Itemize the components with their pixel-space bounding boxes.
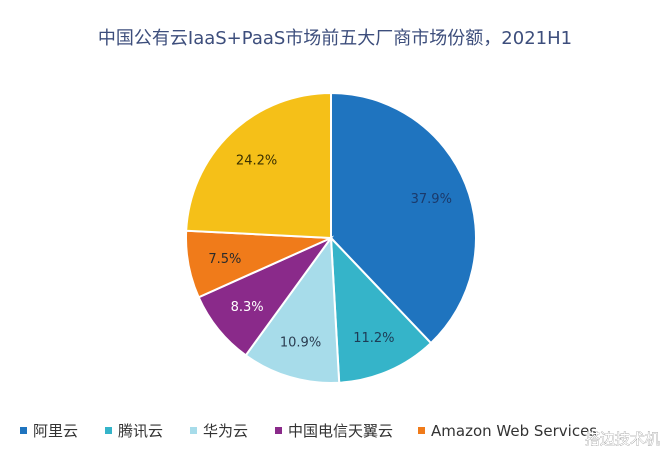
slice-label: 24.2%	[236, 154, 277, 169]
slice-label: 11.2%	[353, 331, 394, 346]
legend-label: Amazon Web Services	[431, 422, 597, 440]
slice-label: 37.9%	[411, 192, 452, 207]
legend-label: 中国电信天翼云	[288, 422, 393, 440]
legend-swatch	[418, 427, 425, 434]
slice-label: 10.9%	[280, 336, 321, 351]
legend-label: 阿里云	[33, 422, 78, 440]
pie-slice	[185, 91, 332, 240]
slice-label: 7.5%	[208, 252, 241, 267]
legend-label: 腾讯云	[118, 422, 163, 440]
pie-slices	[185, 91, 477, 384]
legend-swatch	[275, 427, 282, 434]
pie-labels: 37.9% 11.2% 10.9% 8.3% 7.5% 24.2%	[208, 154, 452, 351]
legend-swatch	[20, 427, 27, 434]
slice-label: 8.3%	[231, 300, 264, 315]
pie-slice	[329, 235, 433, 384]
pie-slice	[330, 91, 477, 345]
legend: 阿里云 腾讯云 华为云 中国电信天翼云 Amazon Web Services	[20, 422, 597, 440]
legend-label: 华为云	[203, 422, 248, 440]
watermark-text: 搭边技术机	[585, 430, 660, 448]
pie-slice	[244, 235, 341, 384]
legend-swatch	[105, 427, 112, 434]
legend-swatch	[190, 427, 197, 434]
chart-title: 中国公有云IaaS+PaaS市场前五大厂商市场份额，2021H1	[98, 28, 572, 49]
